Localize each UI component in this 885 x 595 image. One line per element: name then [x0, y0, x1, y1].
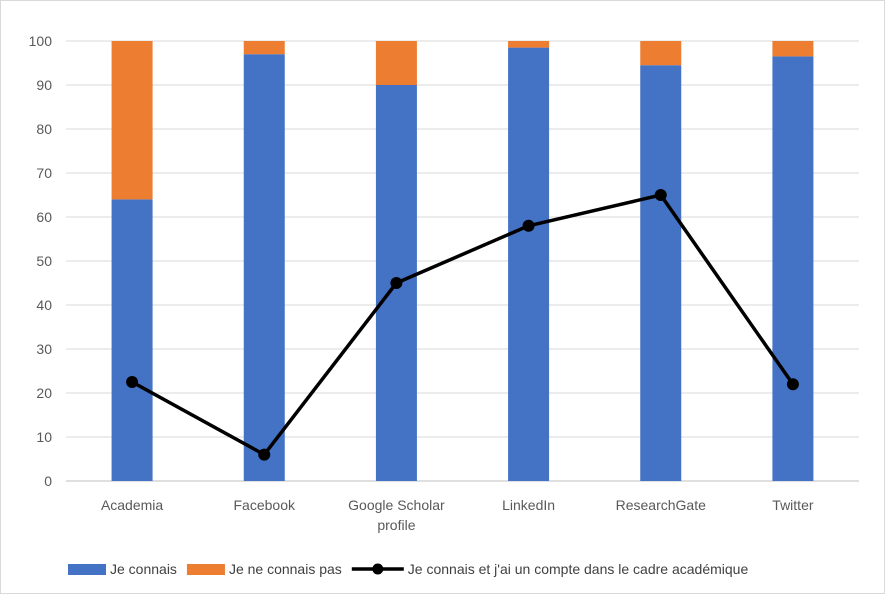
- legend: Je connais Je ne connais pas Je connais et…: [68, 561, 748, 577]
- gridlines: [66, 40, 859, 482]
- line-series: [126, 189, 799, 461]
- y-tick-label: 70: [36, 165, 52, 181]
- y-axis-tick-labels: 0 10 20 30 40 50 60 70 80 90 100: [29, 33, 53, 489]
- y-tick-label: 20: [36, 385, 52, 401]
- y-tick-label: 60: [36, 209, 52, 225]
- legend-label: Je connais: [110, 561, 177, 577]
- x-tick-label: LinkedIn: [502, 497, 555, 513]
- line-point-1: [258, 448, 271, 461]
- legend-swatch-je-ne-connais-pas: [186, 564, 225, 575]
- legend-label: Je connais et j'ai un compte dans le cad…: [408, 561, 749, 577]
- y-tick-label: 40: [36, 297, 52, 313]
- y-tick-label: 90: [36, 77, 52, 93]
- bar-je-connais-3: [508, 47, 550, 481]
- bar-je-connais-1: [243, 54, 285, 481]
- y-tick-label: 0: [44, 473, 52, 489]
- y-tick-label: 10: [36, 429, 52, 445]
- bar-je-connais-0: [111, 199, 153, 481]
- line-point-4: [654, 189, 667, 201]
- line-point-2: [390, 277, 403, 289]
- bar-je-connais-4: [640, 65, 682, 481]
- bar-je-ne-connais-pas-4: [640, 41, 682, 66]
- line-point-3: [522, 219, 535, 232]
- bar-je-ne-connais-pas-2: [375, 41, 417, 85]
- x-tick-label: Google Scholar: [348, 497, 445, 513]
- legend-marker: [372, 563, 384, 575]
- y-tick-label: 50: [36, 253, 52, 269]
- bar-je-ne-connais-pas-0: [111, 41, 153, 200]
- x-tick-label: ResearchGate: [616, 497, 706, 513]
- bar-je-connais-5: [772, 56, 814, 482]
- y-tick-label: 80: [36, 121, 52, 137]
- bar-je-ne-connais-pas-3: [508, 41, 550, 48]
- x-tick-label: profile: [377, 517, 415, 533]
- bar-je-ne-connais-pas-5: [772, 41, 814, 57]
- y-tick-label: 30: [36, 341, 52, 357]
- line-point-5: [786, 378, 799, 391]
- bar-je-ne-connais-pas-1: [243, 41, 285, 55]
- x-tick-label: Academia: [101, 497, 163, 513]
- legend-swatch-je-connais: [68, 564, 106, 575]
- line-path: [131, 193, 795, 457]
- x-tick-label: Twitter: [772, 497, 814, 513]
- line-point-0: [126, 376, 139, 388]
- bars: [111, 41, 814, 482]
- legend-label: Je ne connais pas: [229, 561, 342, 577]
- y-tick-label: 100: [29, 33, 53, 49]
- x-axis-tick-labels: Academia Facebook Google Scholar profile Lin…: [101, 497, 814, 533]
- x-tick-label: Facebook: [234, 497, 296, 513]
